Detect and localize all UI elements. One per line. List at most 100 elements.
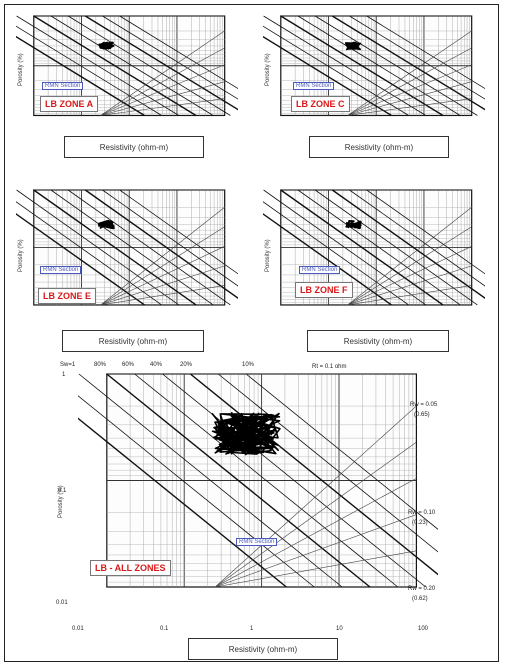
data-trace [344, 41, 362, 51]
saturation-line [102, 15, 238, 100]
data-trace [97, 219, 115, 230]
saturation-line [349, 15, 485, 100]
figure-frame [4, 4, 499, 662]
saturation-line [119, 189, 238, 275]
crossplot-svg [263, 189, 485, 306]
saturation-line [106, 373, 371, 588]
top-tick: 10% [242, 362, 255, 368]
saturation-line [50, 189, 214, 306]
saturation-line [67, 189, 231, 306]
saturation-line [263, 25, 409, 116]
right-annotation: (0.23) [412, 520, 428, 526]
saturation-line [263, 201, 409, 306]
top-tick: 40% [150, 362, 163, 368]
zone-label: LB ZONE F [295, 282, 353, 298]
bvw-line [347, 207, 472, 306]
saturation-line [16, 213, 145, 306]
section-label: RMN Section [236, 538, 278, 546]
section-label: RMN Section [42, 82, 84, 90]
y-axis-label: Porosity (%) [265, 53, 271, 86]
saturation-line [263, 189, 427, 306]
bvw-line [215, 514, 417, 588]
saturation-line [263, 213, 392, 306]
x-tick: 0.01 [72, 626, 84, 632]
saturation-line [366, 189, 485, 275]
saturation-line [16, 25, 162, 116]
zone-label: LB ZONE C [291, 96, 350, 112]
x-axis-caption: Resistivity (ohm-m) [62, 330, 204, 352]
bvw-line [100, 226, 225, 306]
saturation-line [16, 189, 180, 306]
bvw-line [214, 405, 417, 588]
bvw-line [347, 265, 472, 306]
bvw-line [100, 30, 225, 116]
top-tick: 80% [94, 362, 107, 368]
saturation-line [314, 189, 478, 306]
saturation-line [102, 189, 238, 287]
right-annotation: (0.65) [414, 412, 430, 418]
saturation-line [16, 15, 180, 116]
crossplot-svg [16, 189, 238, 306]
saturation-line [33, 189, 197, 306]
bvw-line [347, 98, 472, 116]
y-tick: 0.1 [58, 488, 67, 494]
bvw-line [214, 441, 417, 588]
saturation-line [297, 189, 461, 306]
saturation-line [245, 373, 438, 530]
panel-zone-f: Porosity (%) RMN Section LB ZONE F Resis… [263, 188, 485, 356]
saturation-line [280, 189, 444, 306]
bvw-line [100, 98, 225, 116]
saturation-line [134, 373, 399, 588]
bvw-line [347, 226, 472, 306]
crossplot-svg [78, 373, 438, 588]
saturation-line [78, 417, 287, 588]
saturation-line [280, 15, 444, 117]
section-label: RMN Section [293, 82, 335, 90]
x-axis-caption: Resistivity (ohm-m) [309, 136, 449, 158]
data-trace [211, 412, 281, 456]
bvw-line [100, 246, 225, 306]
x-tick: 1 [250, 626, 254, 632]
crossplot-chart [78, 372, 438, 622]
panel-zone-c: Porosity (%) RMN Section LB ZONE C Resis… [263, 14, 485, 164]
x-tick: 100 [418, 626, 429, 632]
saturation-line [189, 373, 438, 576]
right-annotation: Rw = 0.05 [410, 402, 438, 408]
y-axis-label: Porosity (%) [58, 485, 64, 518]
bvw-line [347, 64, 472, 116]
saturation-line [263, 15, 427, 116]
right-annotation: Rt = 0.1 ohm [312, 364, 347, 370]
saturation-line [16, 201, 162, 306]
data-trace [345, 220, 362, 230]
saturation-line [78, 395, 315, 588]
top-tick: 20% [180, 362, 193, 368]
data-trace [98, 41, 115, 50]
saturation-line [162, 373, 426, 588]
bvw-line [100, 207, 225, 306]
saturation-line [297, 15, 461, 116]
saturation-line [314, 15, 478, 116]
right-annotation: Rw = 0.20 [408, 586, 436, 592]
y-axis-label: Porosity (%) [265, 239, 271, 272]
crossplot-chart [263, 14, 485, 132]
saturation-line [33, 15, 197, 117]
bvw-line [100, 64, 225, 116]
crossplot-svg [263, 15, 485, 117]
saturation-line [349, 189, 485, 287]
bvw-line [347, 47, 472, 116]
bvw-line [100, 47, 225, 116]
zone-label: LB ZONE E [38, 288, 97, 304]
top-tick: 60% [122, 362, 135, 368]
bvw-line [347, 81, 472, 116]
crossplot-chart [263, 188, 485, 324]
bvw-line [215, 550, 417, 588]
bvw-line [215, 478, 417, 588]
x-tick: 0.1 [160, 626, 169, 632]
bvw-line [347, 246, 472, 306]
bvw-line [100, 265, 225, 306]
saturation-line [366, 15, 485, 90]
bvw-line [347, 30, 472, 116]
saturation-line [78, 373, 343, 588]
y-axis-label: Porosity (%) [18, 239, 24, 272]
x-tick: 10 [336, 626, 343, 632]
